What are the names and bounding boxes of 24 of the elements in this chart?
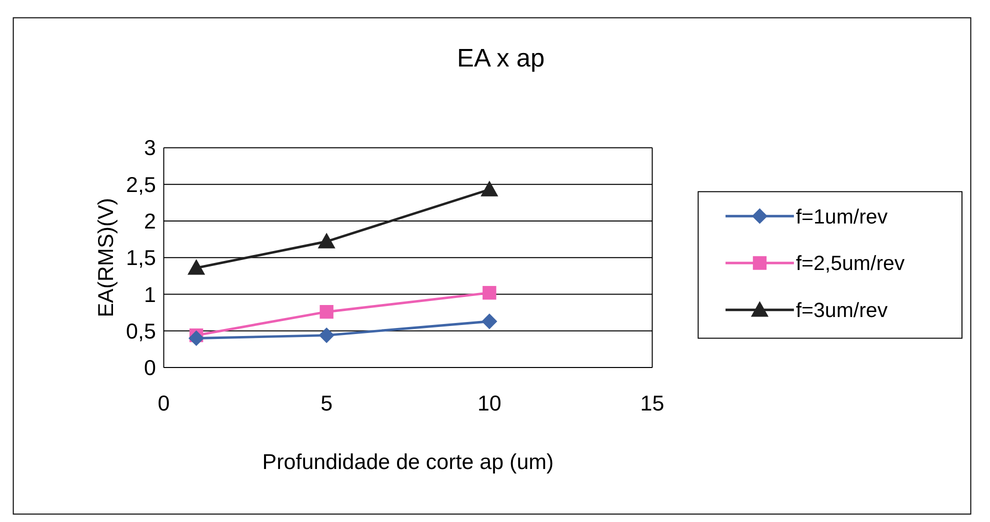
y-tick-label: 1,5 [126, 246, 156, 270]
y-tick-label: 0,5 [126, 319, 156, 344]
point [318, 327, 334, 344]
y-tick-label: 0 [144, 356, 156, 380]
x-tick-label: 10 [477, 392, 502, 416]
legend-label: f=2,5um/rev [796, 252, 906, 276]
chart-title: EA x ap [457, 44, 545, 73]
y-axis-title: EA(RMS)(V) [94, 198, 118, 318]
point [188, 330, 204, 346]
legend-label: f=3um/rev [796, 299, 888, 322]
x-tick-label: 5 [320, 392, 333, 416]
point [482, 286, 496, 300]
point [482, 314, 498, 330]
y-tick-label: 1 [144, 282, 156, 307]
x-tick-label: 15 [640, 392, 664, 416]
x-axis-title: Profundidade de corte ap (um) [262, 450, 554, 474]
point [318, 232, 336, 248]
y-tick-label: 2 [144, 210, 156, 234]
legend-label: f=1um/rev [796, 205, 888, 228]
point [480, 180, 498, 196]
point [188, 259, 206, 275]
point [320, 305, 334, 319]
y-tick-label: 2,5 [126, 172, 156, 197]
y-tick-label: 3 [144, 136, 156, 160]
